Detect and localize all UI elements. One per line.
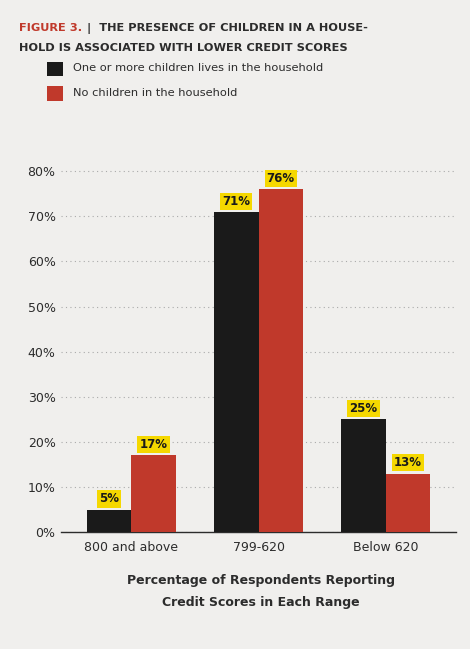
Text: 5%: 5%	[99, 493, 119, 506]
Text: |  THE PRESENCE OF CHILDREN IN A HOUSE-: | THE PRESENCE OF CHILDREN IN A HOUSE-	[87, 23, 368, 34]
Text: 25%: 25%	[350, 402, 377, 415]
Text: Percentage of Respondents Reporting: Percentage of Respondents Reporting	[127, 574, 395, 587]
Bar	[214, 212, 258, 532]
Text: FIGURE 3.: FIGURE 3.	[19, 23, 82, 33]
Bar	[258, 190, 303, 532]
Bar	[386, 474, 431, 532]
Text: No children in the household: No children in the household	[73, 88, 237, 98]
Text: 13%: 13%	[394, 456, 422, 469]
Bar	[341, 419, 386, 532]
Bar	[86, 509, 131, 532]
Bar	[131, 456, 176, 532]
Text: One or more children lives in the household: One or more children lives in the househ…	[73, 63, 323, 73]
Text: 76%: 76%	[266, 172, 295, 185]
Text: 71%: 71%	[222, 195, 250, 208]
Text: Credit Scores in Each Range: Credit Scores in Each Range	[162, 596, 360, 609]
Text: 17%: 17%	[140, 438, 167, 451]
Text: HOLD IS ASSOCIATED WITH LOWER CREDIT SCORES: HOLD IS ASSOCIATED WITH LOWER CREDIT SCO…	[19, 43, 347, 53]
